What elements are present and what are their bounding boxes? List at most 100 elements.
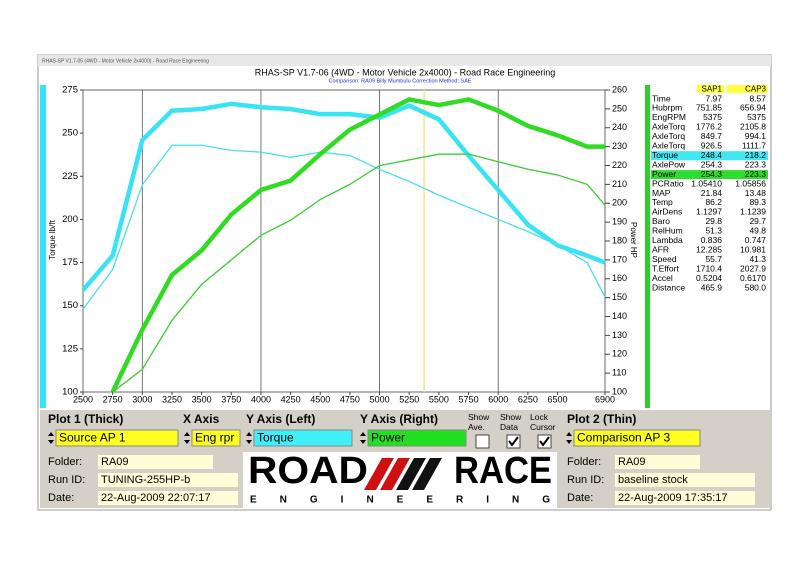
readout-value: 223.3: [745, 169, 767, 179]
field-value: RA09: [618, 456, 646, 468]
select-box: [55, 429, 179, 447]
readout-highlight: [651, 151, 768, 161]
y2-tick-label: 240: [612, 122, 627, 132]
y2-tick-label: 220: [612, 160, 627, 170]
y2-tick-label: 180: [612, 235, 627, 245]
title-bar: [38, 55, 771, 66]
x-tick-label: 4750: [340, 394, 360, 404]
y2-tick-label: 210: [612, 179, 627, 189]
select-value: Power: [371, 431, 405, 445]
readout-value: 8.57: [749, 93, 766, 103]
readout-label: Temp: [652, 197, 673, 207]
field-label: Run ID:: [48, 474, 85, 486]
window-title: RHAS-SP V1.7-05 (4WD - Motor Vehicle 2x4…: [42, 58, 209, 64]
readout-value: 254.3: [701, 159, 723, 169]
readout-value: 13.48: [745, 188, 767, 198]
readout-value: 21.84: [701, 188, 723, 198]
y2-tick-label: 160: [612, 273, 627, 283]
y2-axis-label: Power HP: [629, 222, 638, 258]
readout-value: 0.5204: [696, 273, 722, 283]
y2-tick-label: 120: [612, 349, 627, 359]
readout-value: 41.3: [749, 254, 766, 264]
y-tick-label: 250: [62, 128, 78, 139]
select-value: Source AP 1: [59, 431, 126, 445]
control-header: Y Axis (Left): [246, 412, 315, 426]
y2-tick-label: 150: [612, 292, 627, 302]
readout-label: Baro: [652, 216, 670, 226]
y-tick-label: 275: [62, 85, 78, 96]
readout-label: Hubrpm: [652, 103, 682, 113]
readout-value: 1111.7: [742, 141, 766, 151]
logo-slash: [412, 458, 442, 490]
x-tick-label: 5000: [370, 394, 390, 404]
readout-value: 1776.2: [696, 122, 722, 132]
y-tick-label: 100: [62, 387, 78, 398]
field-label: Run ID:: [567, 474, 604, 486]
readout-value: 0.836: [701, 235, 723, 245]
readout-label: MAP: [652, 188, 671, 198]
y-tick-label: 175: [62, 257, 78, 268]
readout-label: EngRPM: [652, 112, 686, 122]
control-header: Y Axis (Right): [360, 412, 438, 426]
select-value: Torque: [257, 431, 294, 445]
readout-value: 1.05856: [735, 178, 766, 188]
readout-header-bg: [727, 85, 768, 93]
select-value: Eng rpr: [195, 431, 234, 445]
readout-label: Distance: [652, 282, 685, 292]
spinner: [566, 440, 572, 444]
readout-header: CAP3: [745, 85, 766, 94]
y2-tick-label: 100: [612, 386, 627, 396]
readout-value: 7.97: [705, 93, 722, 103]
readout-value: 580.0: [745, 282, 767, 292]
spinner: [360, 432, 366, 436]
x-tick-label: 2500: [73, 394, 93, 404]
logo: ROAD RACE ENGINEERING: [243, 450, 557, 508]
readout-value: 89.3: [749, 197, 766, 207]
x-tick-label: 5500: [429, 394, 449, 404]
select-box: [191, 429, 241, 447]
readout-label: PCRatio: [652, 178, 684, 188]
field-label: Date:: [48, 492, 74, 504]
spinner: [360, 440, 366, 444]
readout-value: 254.3: [701, 169, 723, 179]
field-box: [98, 473, 238, 487]
readout-value: 849.7: [701, 131, 723, 141]
logo-slash: [380, 458, 410, 490]
readout-value: 248.4: [701, 150, 723, 160]
x-tick-label: 3250: [162, 394, 182, 404]
field-box: [98, 455, 213, 469]
y2-tick-label: 190: [612, 217, 627, 227]
series-line: [82, 144, 606, 310]
field-box: [615, 455, 700, 469]
y2-tick-label: 250: [612, 103, 627, 113]
series-line: [81, 101, 606, 292]
chart-title: RHAS-SP V1.7-06 (4WD - Motor Vehicle 2x4…: [255, 67, 555, 77]
readout-value: 1.05410: [691, 178, 722, 188]
readout-value: 994.1: [745, 131, 767, 141]
control-header: Plot 2 (Thin): [567, 412, 636, 426]
readout-highlight: [651, 170, 768, 180]
x-tick-label: 6000: [488, 394, 508, 404]
select-value: Comparison AP 3: [577, 431, 670, 445]
readout-value: 51.3: [705, 226, 722, 236]
readout-label: AxleTorq: [652, 122, 685, 132]
spinner: [246, 432, 252, 436]
readout-label: Lambda: [652, 235, 683, 245]
x-tick-label: 3500: [192, 394, 212, 404]
readout-label: AirDens: [652, 207, 682, 217]
field-value: baseline stock: [618, 474, 688, 486]
y2-tick-label: 260: [612, 84, 627, 94]
readout-value: 49.8: [749, 226, 766, 236]
readout-value: 0.747: [745, 235, 767, 245]
spinner: [48, 440, 54, 444]
readout-value: 751.85: [696, 103, 722, 113]
field-box: [98, 491, 238, 505]
readout-value: 465.9: [701, 282, 723, 292]
select-box: [253, 429, 353, 447]
control-header: Plot 1 (Thick): [48, 412, 123, 426]
x-tick-label: 5250: [399, 394, 419, 404]
x-tick-label: 4500: [310, 394, 330, 404]
readout-value: 1.1297: [696, 207, 722, 217]
chart-subtitle: Comparison: RA09 Billy Mumbulu Correctio…: [328, 78, 471, 84]
logo-race: RACE: [454, 450, 552, 492]
